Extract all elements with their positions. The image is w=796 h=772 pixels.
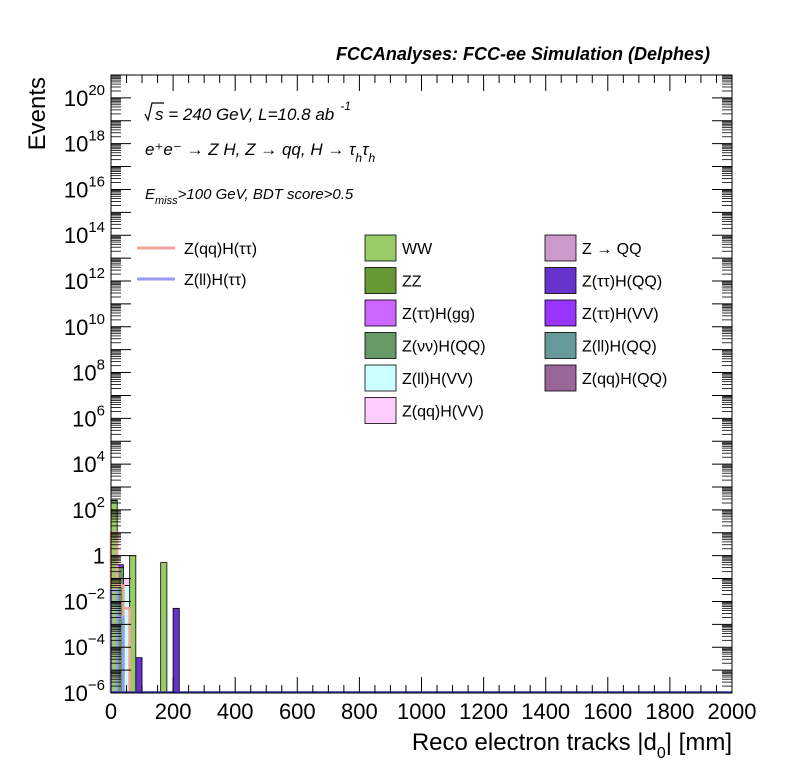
y-tick-label: 108 [72,357,105,386]
annotation-cuts: Emiss>100 GeV, BDT score>0.5 [145,186,354,207]
legend-entry-label: Z(ττ)H(VV) [582,306,659,323]
axes: 0 200 400 600 800 1000 1200 1400 1600 1800 2000 10−… [63,74,757,724]
chart-title: FCCAnalyses: FCC-ee Simulation (Delphes) [336,44,710,64]
legend-entry-label: Z(ll)H(ττ) [184,272,246,289]
bar-z-h-qq- [172,607,180,694]
histogram-bars [110,499,180,694]
y-tick-label: 1010 [64,311,105,340]
x-tick-label: 1200 [459,699,508,724]
legend-box-swatch [364,299,397,327]
x-tick-label: 1400 [521,699,570,724]
legend-box-swatch [364,397,397,424]
legend-entry-label: ZZ [402,274,422,291]
legend-entry-label: Z(ττ)H(QQ) [582,274,662,291]
legend-box-swatch [364,364,397,392]
y-tick-label: 104 [72,448,105,477]
x-tick-label: 1800 [645,699,694,724]
x-tick-label: 400 [217,699,254,724]
y-tick-label: 10−4 [63,631,105,660]
x-tick-label: 1600 [583,699,632,724]
sqrt-symbol [144,102,164,122]
x-tick-label: 600 [279,699,316,724]
legend-entry-label: Z(qq)H(ττ) [184,241,257,258]
annotation-energy: s = 240 GeV, L=10.8 ab -1 [144,99,351,124]
y-tick-label: 10−2 [63,585,105,614]
y-tick-label: 102 [72,494,105,523]
y-tick-label: 1012 [64,265,105,294]
y-axis-label: Events [24,77,51,150]
legend-box-swatch [364,234,397,262]
x-tick-label: 1000 [397,699,446,724]
legend-box-swatch [544,267,577,294]
y-tick-label: 1016 [64,173,105,202]
y-tick-label: 10−6 [63,677,105,706]
legend-entry-label: Z(νν)H(QQ) [402,339,486,356]
legend-entry-label: Z(ll)H(VV) [402,371,473,388]
x-tick-label: 0 [105,699,117,724]
y-tick-label: 1014 [64,219,105,248]
legend-box-swatch [544,332,577,359]
legend-box-swatch [544,299,577,327]
x-tick-label: 800 [341,699,378,724]
legend-box-swatch [364,267,397,294]
y-tick-label: 1020 [64,82,105,111]
bar-z-h-qq- [135,657,143,694]
legend-entry-label: Z(ll)H(QQ) [582,339,657,356]
annotation-process: e⁺e⁻ → Z H, Z → qq, H → τhτh [145,140,375,165]
legend-box-swatch [364,332,397,359]
legend-entry-label: Z(ττ)H(gg) [402,306,475,323]
legend-entry-label: WW [402,241,433,258]
bar-ww [160,562,168,694]
y-tick-label: 1018 [64,128,105,157]
legend-entry-label: Z(qq)H(QQ) [582,371,667,388]
legend-entry-label: Z → QQ [582,241,642,258]
x-tick-label: 2000 [708,699,757,724]
x-tick-label: 200 [155,699,192,724]
legend-entry-label: Z(qq)H(VV) [402,404,484,421]
legend: Z(qq)H(ττ) Z(ll)H(ττ) WW ZZ Z(ττ)H(gg) Z(νν)H… [137,234,667,424]
svg-text:s = 240 GeV, L=10.8 ab-1: s = 240 GeV, L=10.8 ab -1 [155,99,351,124]
legend-box-swatch [544,234,577,262]
x-axis-label: Reco electron tracks |d0| [mm] [412,729,732,762]
legend-box-swatch [544,364,577,392]
y-tick-label: 106 [72,402,105,431]
y-tick-label: 1 [93,544,105,569]
signal-lines [109,531,732,693]
